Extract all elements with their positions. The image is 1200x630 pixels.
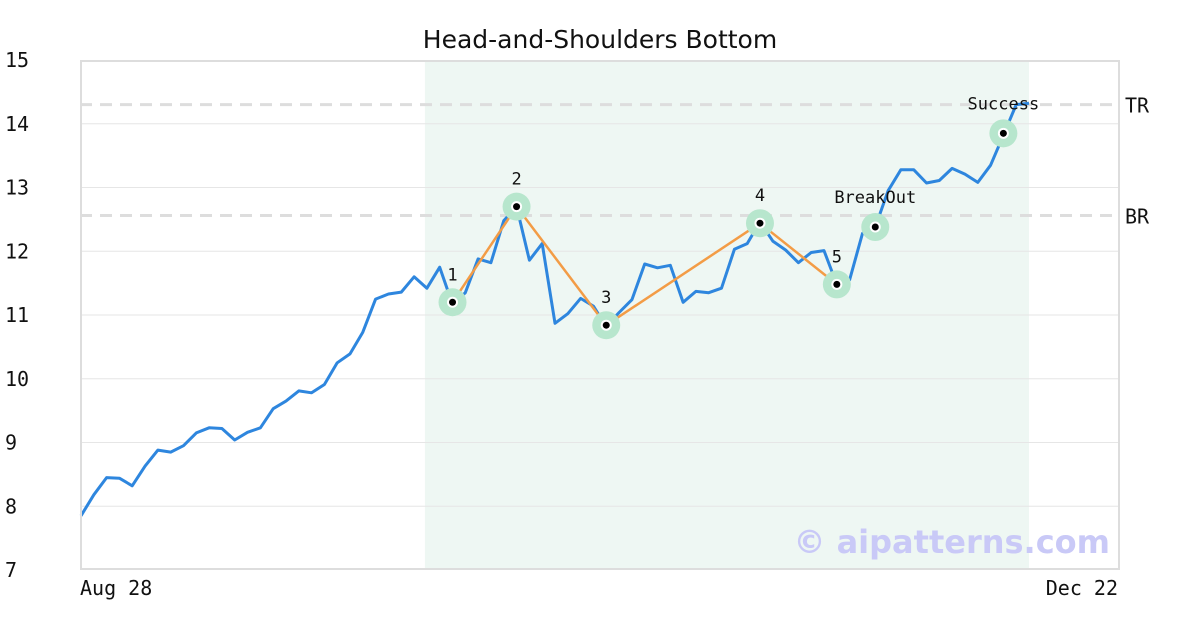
x-tick-label-start: Aug 28 <box>80 576 152 600</box>
y-tick-label: 10 <box>5 367 29 391</box>
event-success-label: Success <box>968 94 1040 114</box>
pattern-point-1-label: 1 <box>447 265 457 285</box>
x-tick-label-end: Dec 22 <box>1046 576 1118 600</box>
y-tick-label: 12 <box>5 239 29 263</box>
y-tick-label: 8 <box>5 494 17 518</box>
plot-frame <box>80 60 1120 570</box>
pattern-point-2-dot <box>513 203 521 211</box>
pattern-point-4-dot <box>756 219 764 227</box>
y-gridlines <box>80 123 1120 507</box>
event-breakout-label: BreakOut <box>834 188 916 208</box>
level-label-br: BR <box>1125 205 1150 229</box>
y-tick-label: 7 <box>5 558 17 582</box>
pattern-point-4-label: 4 <box>755 186 765 206</box>
level-label-tr: TR <box>1125 94 1150 118</box>
y-tick-label: 15 <box>5 48 29 72</box>
pattern-point-5-dot <box>833 280 841 288</box>
y-tick-label: 9 <box>5 431 17 455</box>
event-breakout-dot <box>871 223 879 231</box>
event-success-dot <box>999 129 1007 137</box>
level-lines: TR BR <box>80 94 1150 229</box>
pattern-point-1-dot <box>449 298 457 306</box>
y-tick-label: 14 <box>5 112 29 136</box>
y-tick-label: 11 <box>5 303 29 327</box>
chart-title: Head-and-Shoulders Bottom <box>423 25 777 54</box>
pattern-point-5-label: 5 <box>832 247 842 267</box>
pattern-point-3-dot <box>602 321 610 329</box>
pattern-point-2-label: 2 <box>511 170 521 190</box>
watermark: © aipatterns.com <box>793 523 1110 561</box>
y-tick-label: 13 <box>5 176 29 200</box>
y-axis-ticks: 7 8 9 10 11 12 13 14 15 <box>5 48 29 582</box>
pattern-markers: 1 2 3 4 5 BreakOut Success <box>438 94 1040 340</box>
pattern-point-3-label: 3 <box>601 288 611 308</box>
